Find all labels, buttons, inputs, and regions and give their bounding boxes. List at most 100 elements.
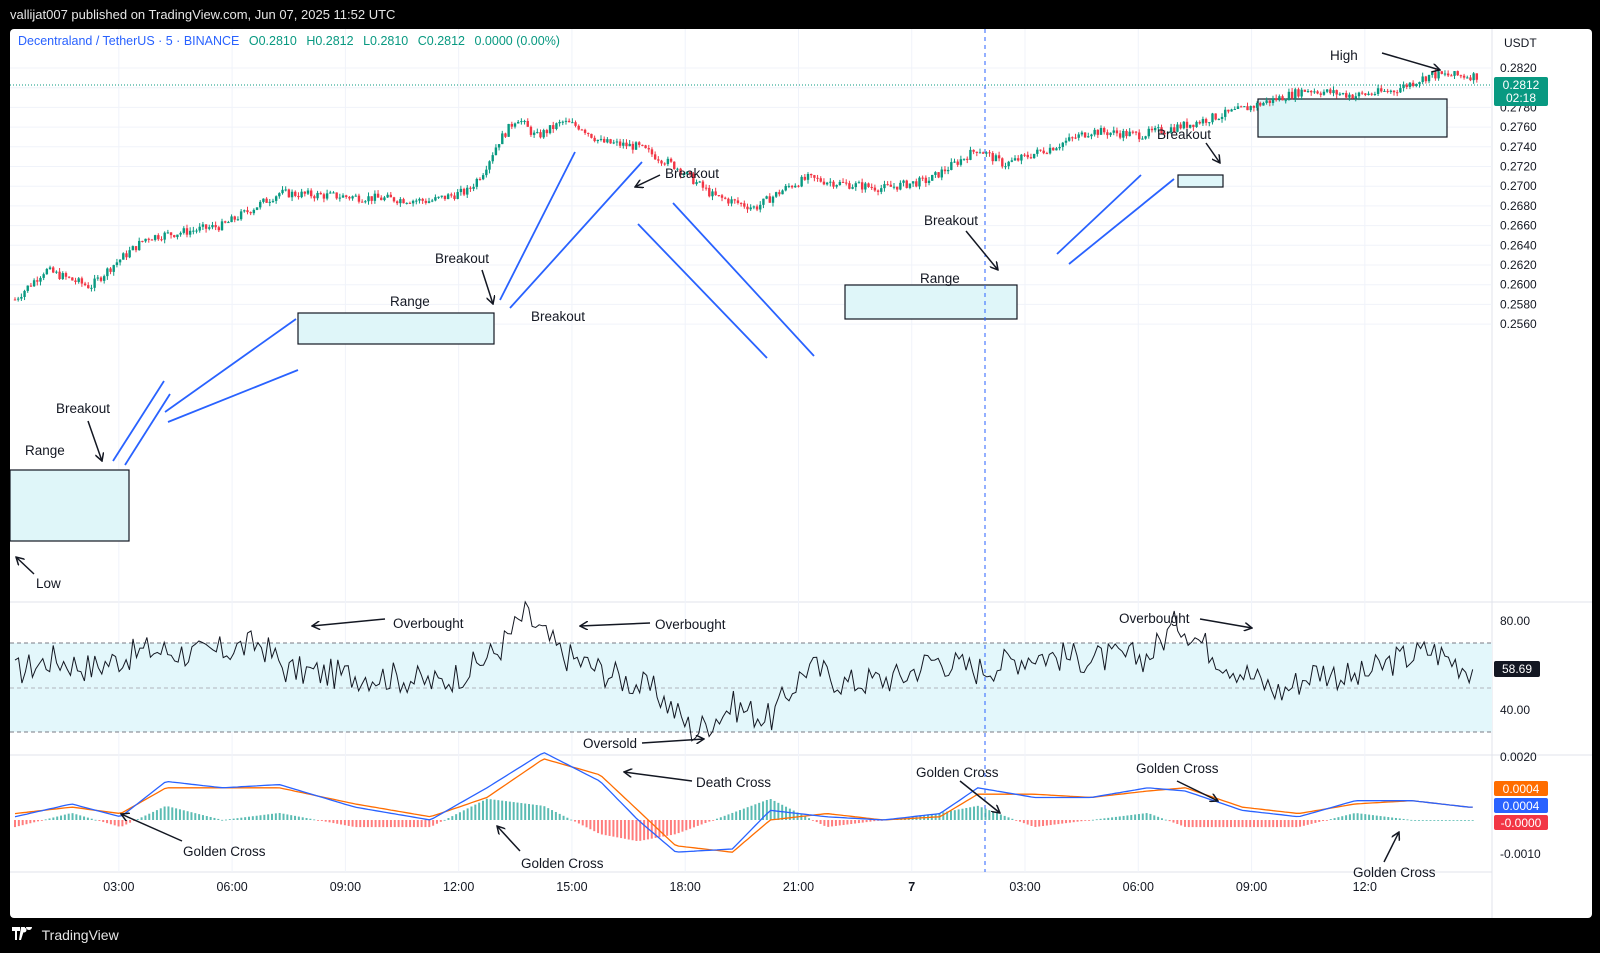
candle-body (112, 265, 115, 272)
candle-body (1383, 90, 1386, 92)
candle (618, 138, 622, 149)
macd-histogram-bar (1414, 820, 1417, 821)
candle-body (516, 121, 520, 124)
macd-histogram-bar (1356, 813, 1359, 820)
candle-body (1459, 75, 1463, 77)
macd-histogram-bar (167, 806, 170, 820)
macd-histogram-bar (194, 813, 197, 820)
candle-body (386, 194, 389, 198)
price-axis[interactable]: 0.28200.28000.27800.27600.27400.27200.27… (1500, 61, 1537, 331)
candle-body (1427, 74, 1431, 82)
macd-pane (14, 752, 1474, 853)
candle (1462, 73, 1466, 80)
candle-body (61, 273, 64, 280)
candle-body (233, 216, 236, 220)
range-box[interactable] (10, 469, 130, 542)
time-axis[interactable]: 03:00 06:00 09:00 12:00 15:00 18:00 21:00 7 03:0… (103, 880, 1377, 894)
candle-body (1290, 91, 1294, 99)
candle (1166, 131, 1170, 134)
candle (252, 208, 256, 216)
range-box[interactable] (844, 284, 1018, 320)
arrow (624, 772, 693, 782)
candle (360, 199, 364, 203)
channel-line[interactable] (509, 161, 643, 309)
channel-line[interactable] (1068, 178, 1175, 265)
range-box[interactable] (1257, 98, 1448, 138)
candle-body (284, 189, 287, 191)
chart-svg[interactable]: Low Range Breakout Range Breakout Breako… (10, 29, 1592, 918)
candle-body (1064, 140, 1068, 143)
candle (864, 181, 867, 193)
candle-body (997, 155, 1001, 159)
close-value: C0.2812 (417, 34, 466, 48)
macd-histogram-bar (539, 805, 542, 820)
macd-histogram-bar (309, 818, 312, 820)
candle-body (446, 194, 450, 200)
label-breakout: Breakout (531, 309, 585, 324)
symbol-name[interactable]: Decentraland / TetherUS · 5 · BINANCE (18, 34, 240, 48)
channel-line[interactable] (672, 202, 815, 357)
candle-body (1469, 77, 1472, 81)
chart-canvas[interactable]: Low Range Breakout Range Breakout Breako… (10, 29, 1592, 918)
macd-histogram-bar (516, 802, 519, 820)
macd-histogram-bar (435, 820, 438, 824)
candle (895, 186, 899, 192)
candle (583, 128, 587, 135)
candle (1128, 128, 1131, 137)
channel-line[interactable] (1056, 174, 1142, 255)
channel-line[interactable] (499, 151, 576, 301)
candle-body (529, 126, 533, 135)
currency-label[interactable]: USDT (1504, 36, 1537, 50)
candle-body (908, 183, 912, 188)
candle-body (720, 195, 724, 198)
channel-line[interactable] (167, 369, 299, 423)
candle (755, 204, 759, 212)
range-box[interactable] (1177, 174, 1224, 188)
candle-body (1405, 84, 1408, 87)
candle-body (634, 142, 638, 150)
macd-histogram-bar (1222, 820, 1225, 828)
candle (1039, 149, 1042, 152)
candle (1169, 123, 1173, 135)
candle (90, 284, 93, 292)
symbol-legend[interactable]: Decentraland / TetherUS · 5 · BINANCE O0… (18, 34, 566, 48)
label-breakout: Breakout (665, 166, 719, 181)
candle (437, 196, 440, 199)
candle (376, 190, 380, 198)
macd-histogram-bar (178, 809, 181, 820)
range-box[interactable] (297, 312, 495, 345)
label-golden-cross: Golden Cross (521, 856, 604, 871)
candle (717, 194, 721, 197)
candle (208, 224, 211, 231)
channel-line[interactable] (124, 393, 171, 466)
macd-histogram-bar (106, 820, 109, 824)
candle (325, 189, 329, 201)
macd-histogram-bar (1379, 816, 1382, 820)
candle-body (77, 278, 80, 282)
candle (915, 178, 918, 188)
label-golden-cross: Golden Cross (916, 765, 999, 780)
candle (548, 125, 552, 135)
channel-line[interactable] (112, 380, 165, 462)
candle-body (558, 121, 561, 124)
candle-body (201, 224, 205, 227)
candle-body (806, 174, 810, 180)
macd-histogram-bar (804, 816, 807, 820)
macd-histogram-bar (627, 820, 630, 840)
macd-histogram-bar (666, 820, 669, 836)
macd-histogram-bar (1026, 820, 1029, 825)
channel-line[interactable] (637, 223, 768, 359)
candle-body (539, 132, 542, 138)
channel-line[interactable] (164, 318, 297, 413)
candle-body (1220, 116, 1224, 119)
macd-histogram-bar (1264, 820, 1267, 828)
candle (1268, 100, 1272, 107)
macd-histogram-bar (988, 810, 991, 820)
candle-body (488, 161, 491, 170)
candle-body (74, 280, 77, 282)
candle-body (545, 130, 549, 134)
candle-body (125, 253, 128, 258)
candle-body (52, 267, 55, 273)
candle-body (1090, 134, 1093, 137)
candle-body (1424, 76, 1428, 82)
